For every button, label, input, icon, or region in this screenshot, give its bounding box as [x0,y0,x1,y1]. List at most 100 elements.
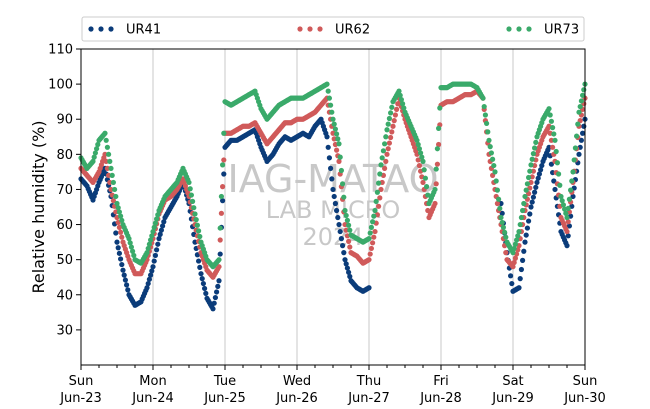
data-point [366,285,372,291]
data-point [396,88,402,94]
data-point [217,237,223,243]
data-point [152,252,158,259]
data-point [199,276,205,282]
data-point [535,175,541,181]
data-point [119,217,125,223]
data-point [192,211,198,217]
data-point [118,229,124,235]
legend-box [81,16,585,42]
data-point [108,165,114,171]
data-point [110,179,116,186]
data-point [565,219,571,225]
data-point [547,112,553,118]
data-point [566,223,573,229]
data-point [325,144,331,150]
y-axis: 30 40 50 60 70 80 90 100 110 [48,43,81,338]
data-point [521,248,527,254]
data-point [150,228,156,235]
data-point [221,157,227,163]
data-point [383,134,389,140]
series-UR73 [78,81,588,270]
data-point [337,154,343,160]
data-point [550,125,556,131]
data-point [334,131,340,137]
data-point [146,241,152,247]
data-point [107,158,113,164]
data-point [515,233,521,239]
data-point [548,161,555,167]
legend-marker [317,26,323,32]
data-point [325,88,331,94]
data-point [125,287,131,293]
data-point [416,162,422,169]
data-point [566,196,573,202]
data-point [559,198,565,204]
data-point [564,228,570,235]
data-point [114,239,120,245]
data-point [114,200,120,207]
data-point [572,145,579,151]
x-tick-label-day: Wed [283,374,311,389]
data-point [152,220,158,226]
legend-marker [526,26,532,32]
y-tick-label: 50 [56,253,73,268]
data-point [524,225,531,231]
data-point [524,181,531,187]
data-point [400,101,406,107]
data-point [346,222,352,228]
y-tick-label: 100 [48,78,73,93]
data-point [197,233,203,240]
data-point [331,193,337,200]
data-point [342,207,348,214]
x-tick-label-date: Jun-29 [491,391,534,406]
x-tick-label-date: Jun-27 [347,391,390,406]
y-tick-label: 80 [56,148,73,163]
data-point [366,257,372,263]
data-point [434,146,440,152]
data-point [577,103,583,110]
data-point [367,251,373,257]
y-tick-label: 110 [48,43,73,58]
data-point [550,144,556,150]
data-point [155,241,161,247]
data-point [119,261,125,268]
data-point [416,146,422,152]
data-point [347,273,353,280]
data-point [499,210,505,216]
data-point [379,155,385,161]
data-point [580,92,586,98]
data-point [494,187,500,193]
data-point [104,144,110,150]
data-point [550,169,556,176]
data-point [510,264,516,270]
data-point [336,141,342,147]
data-point [104,165,110,171]
data-point [160,223,166,229]
data-point [215,283,221,289]
data-point [151,258,157,264]
data-point [368,224,374,230]
data-point [508,273,514,279]
data-point [370,240,376,246]
data-point [366,236,372,242]
data-point [116,250,122,256]
data-point [326,155,332,161]
data-point [575,121,581,127]
x-axis: Sun Jun-23 Mon Jun-24 Tue Jun-25 Wed Jun-26 Thu J… [59,365,606,406]
data-point [127,240,133,246]
data-point [437,105,443,111]
legend-marker [297,26,303,32]
data-point [551,178,557,184]
data-point [324,134,330,140]
data-point [106,172,112,178]
data-point [493,178,499,184]
data-point [102,151,108,157]
data-point [491,162,497,169]
data-point [386,115,392,122]
data-point [388,110,394,116]
data-point [433,181,439,187]
data-point [385,146,391,152]
data-point [498,200,504,207]
data-point [186,179,192,186]
data-point [198,271,204,277]
